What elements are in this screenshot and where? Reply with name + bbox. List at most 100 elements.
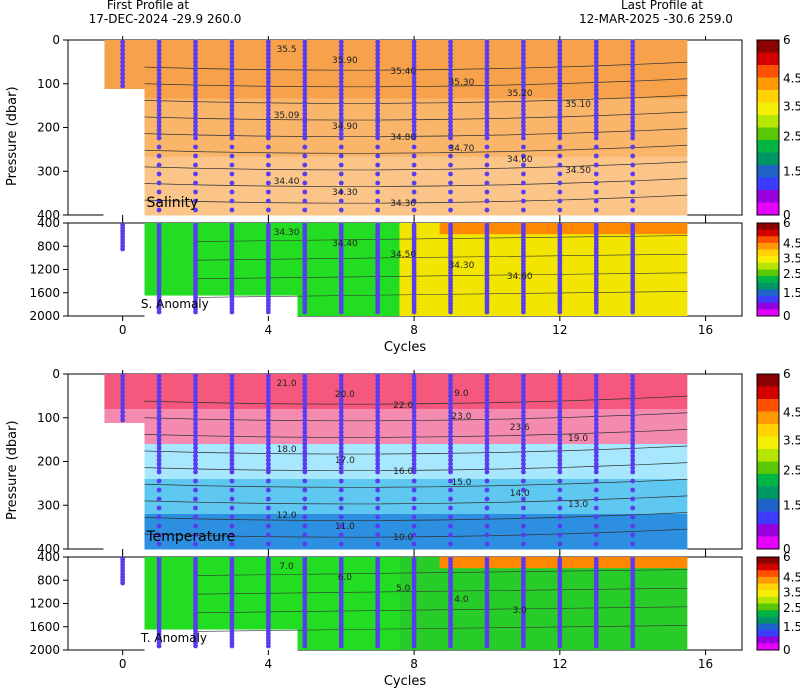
profile-point bbox=[302, 433, 308, 439]
profile-point bbox=[630, 127, 636, 133]
profile-point bbox=[156, 59, 162, 65]
profile-point bbox=[375, 461, 381, 467]
profile-point bbox=[630, 123, 636, 129]
profile-point bbox=[156, 449, 162, 455]
profile-point bbox=[484, 453, 490, 459]
profile-point bbox=[630, 541, 636, 547]
profile-point bbox=[120, 59, 126, 65]
profile-point bbox=[557, 457, 563, 463]
profile-point bbox=[120, 580, 126, 586]
profile-point bbox=[338, 189, 344, 195]
colorbar-swatch bbox=[757, 436, 779, 450]
contour-label: 34.30 bbox=[274, 228, 300, 238]
profile-point bbox=[375, 83, 381, 89]
profile-point bbox=[448, 514, 453, 520]
profile-point bbox=[302, 189, 308, 195]
profile-point bbox=[156, 469, 162, 475]
profile-point bbox=[557, 87, 563, 93]
profile-point bbox=[193, 115, 198, 121]
profile-point bbox=[120, 401, 126, 407]
profile-point bbox=[448, 91, 453, 97]
profile-point bbox=[156, 180, 162, 186]
profile-point bbox=[302, 421, 308, 427]
profile-point bbox=[484, 144, 490, 150]
profile-point bbox=[302, 83, 308, 89]
profile-point bbox=[375, 373, 381, 379]
profile-point bbox=[521, 425, 526, 431]
profile-point bbox=[557, 119, 563, 125]
profile-point bbox=[193, 131, 198, 137]
profile-point bbox=[557, 478, 563, 484]
colorbar: 6 4.5 3.5 2.5 1.5 0 bbox=[756, 33, 800, 222]
profile-point bbox=[448, 478, 453, 484]
profile-point bbox=[229, 445, 235, 451]
profile-point bbox=[521, 401, 526, 407]
profile-point bbox=[557, 91, 563, 97]
profile-point bbox=[338, 180, 344, 186]
profile-point bbox=[229, 409, 235, 415]
panel-title: Salinity bbox=[147, 195, 199, 211]
profile-point bbox=[411, 180, 417, 186]
profile-point bbox=[448, 107, 453, 113]
profile-point bbox=[265, 55, 271, 61]
profile-point bbox=[156, 405, 162, 411]
profile-point bbox=[521, 514, 526, 520]
profile-point bbox=[156, 189, 162, 195]
profile-point bbox=[521, 119, 526, 125]
profile-point bbox=[484, 180, 490, 186]
profile-point bbox=[448, 457, 453, 463]
profile-point bbox=[557, 437, 563, 443]
colorbar-frame bbox=[756, 39, 780, 216]
profile-point bbox=[411, 449, 417, 455]
profile-point bbox=[156, 523, 162, 529]
profile-point bbox=[265, 43, 271, 49]
profile-point bbox=[229, 453, 235, 459]
profile-point bbox=[302, 389, 308, 395]
profile-point bbox=[229, 75, 235, 81]
profile-point bbox=[156, 309, 162, 315]
profile-point bbox=[630, 389, 636, 395]
profile-point bbox=[411, 83, 417, 89]
panel-title: Temperature bbox=[146, 529, 236, 545]
profile-point bbox=[593, 75, 599, 81]
profile-point bbox=[411, 389, 417, 395]
profile-point bbox=[448, 433, 453, 439]
profile-point bbox=[375, 449, 381, 455]
colorbar-tick-label: 2.5 bbox=[783, 463, 800, 477]
profile-point bbox=[593, 47, 599, 53]
profile-point bbox=[338, 541, 344, 547]
profile-point bbox=[302, 405, 308, 411]
profile-cycle-13 bbox=[593, 373, 599, 547]
profile-point bbox=[338, 465, 344, 471]
profile-point bbox=[338, 377, 344, 383]
colorbar-swatch bbox=[757, 190, 779, 203]
profile-point bbox=[156, 63, 162, 69]
profile-point bbox=[193, 95, 198, 101]
profile-point bbox=[593, 79, 599, 85]
profile-cycle-7 bbox=[375, 556, 381, 649]
profile-point bbox=[375, 135, 381, 141]
profile-point bbox=[557, 67, 563, 73]
profile-point bbox=[484, 389, 490, 395]
profile-point bbox=[593, 111, 599, 117]
profile-point bbox=[484, 309, 490, 315]
profile-point bbox=[593, 123, 599, 129]
contour-label: 10.0 bbox=[393, 533, 413, 543]
profile-point bbox=[193, 153, 198, 159]
profile-point bbox=[593, 523, 599, 529]
profile-point bbox=[630, 487, 636, 493]
profile-point bbox=[193, 43, 198, 49]
profile-point bbox=[375, 433, 381, 439]
profile-point bbox=[557, 453, 563, 459]
profile-point bbox=[557, 131, 563, 137]
profile-point bbox=[265, 461, 271, 467]
profile-point bbox=[338, 95, 344, 101]
profile-point bbox=[265, 457, 271, 463]
colorbar-swatch bbox=[757, 411, 779, 425]
profile-point bbox=[156, 107, 162, 113]
first-profile-value: 17-DEC-2024 -29.9 260.0 bbox=[89, 12, 242, 26]
profile-point bbox=[411, 433, 417, 439]
profile-point bbox=[156, 99, 162, 105]
profile-point bbox=[448, 123, 453, 129]
profile-point bbox=[448, 115, 453, 121]
